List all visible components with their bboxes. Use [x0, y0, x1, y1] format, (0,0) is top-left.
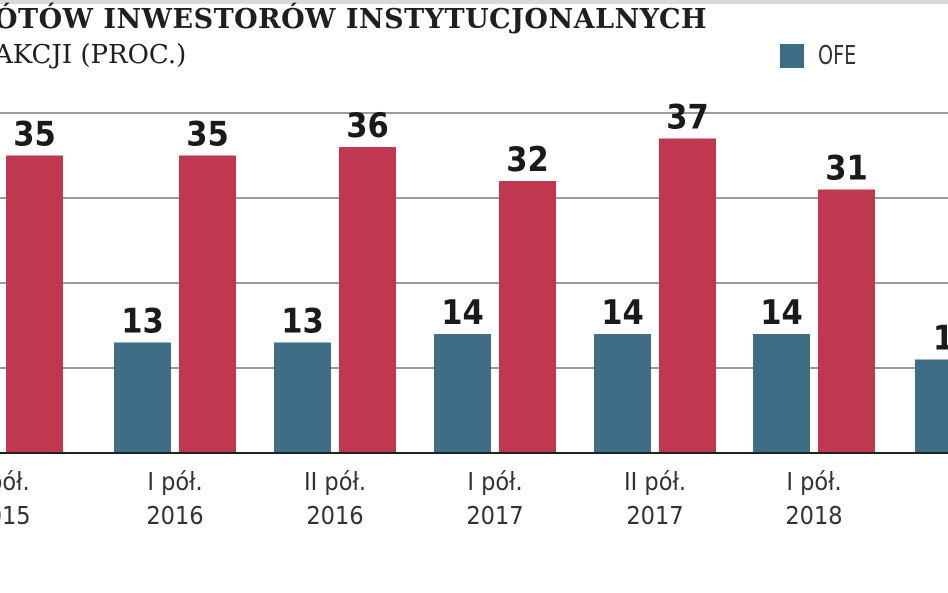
- legend: OFE: [780, 41, 865, 71]
- bar-value-label-other: 37: [666, 98, 709, 138]
- chart-subtitle: AKCJI (PROC.): [0, 40, 187, 70]
- bar-ofe: [753, 334, 810, 453]
- bar-value-label-other: 35: [13, 115, 56, 155]
- category-label: 2016: [306, 501, 363, 530]
- bar-other: [6, 155, 63, 453]
- bar-ofe: [434, 334, 491, 453]
- category-label: 2017: [466, 501, 523, 530]
- bar-value-label-ofe: 13: [281, 302, 324, 342]
- category-label: I pół.: [786, 467, 841, 496]
- bar-ofe: [274, 342, 331, 453]
- bar-ofe: [114, 342, 171, 453]
- bar-value-label-ofe: 14: [601, 293, 644, 333]
- bar-value-label-ofe: 14: [760, 293, 803, 333]
- category-label: II pół.: [624, 467, 686, 496]
- category-label: 2018: [785, 501, 842, 530]
- category-label: 2017: [626, 501, 683, 530]
- bar-value-label-other: 36: [346, 106, 389, 146]
- bar-other: [339, 147, 396, 453]
- bar-other: [818, 189, 875, 453]
- chart-title: ÓTÓW INWESTORÓW INSTYTUCJONALNYCH: [0, 4, 708, 35]
- bar-value-label-ofe: 14: [441, 293, 484, 333]
- category-label: 2015: [0, 501, 31, 530]
- bar-value-label-other: 32: [506, 140, 549, 180]
- bar-value-label-ofe: 13: [121, 302, 164, 342]
- bar-value-label-ofe: 1: [933, 319, 948, 359]
- category-label: I pół.: [0, 467, 30, 496]
- bar-other: [659, 138, 716, 453]
- category-label: I pół.: [467, 467, 522, 496]
- top-rule: [0, 0, 948, 4]
- bar-other: [499, 181, 556, 453]
- bar-ofe: [594, 334, 651, 453]
- legend-label-ofe: OFE: [818, 41, 857, 71]
- category-label: II pół.: [304, 467, 366, 496]
- category-label: I pół.: [147, 467, 202, 496]
- bar-ofe: [915, 359, 948, 453]
- bar-other: [179, 155, 236, 453]
- bar-value-label-other: 35: [186, 115, 229, 155]
- category-label: 2016: [146, 501, 203, 530]
- bar-value-label-other: 31: [825, 149, 868, 189]
- legend-swatch-ofe: [780, 44, 804, 68]
